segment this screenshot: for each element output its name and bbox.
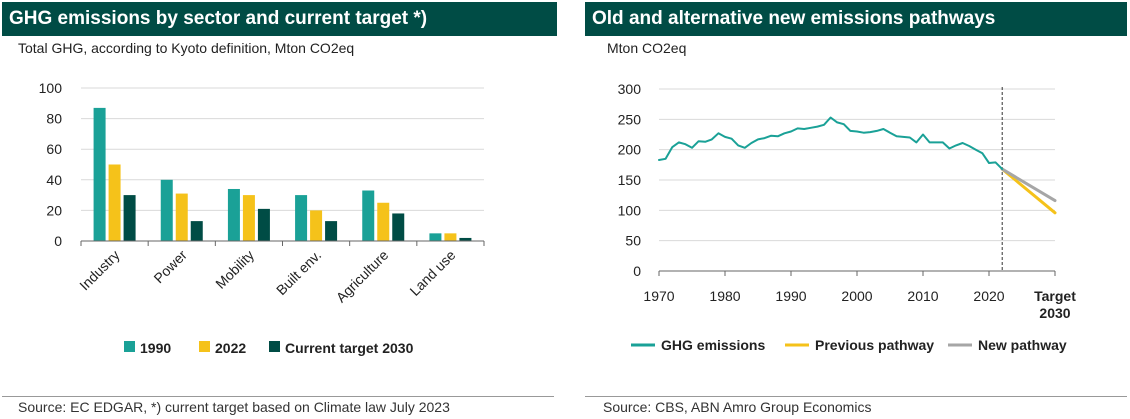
left-source-divider: [2, 396, 554, 397]
right-chart-title: Old and alternative new emissions pathwa…: [585, 2, 1127, 36]
bar-built-env-2022: [310, 210, 323, 241]
y-tick-label: 250: [618, 111, 642, 127]
x-tick-label-target: Target 2030: [1034, 288, 1076, 321]
bar-power-1990: [160, 179, 173, 241]
x-tick-label: 1980: [709, 288, 740, 304]
y-tick-label: 100: [618, 202, 642, 218]
y-tick-label: 300: [618, 81, 642, 97]
legend-label-2022: 2022: [215, 340, 246, 356]
x-category-label: Land use: [406, 247, 458, 299]
left-chart-panel: GHG emissions by sector and current targ…: [0, 0, 557, 419]
y-tick-label: 20: [46, 202, 62, 218]
bar-agriculture-current-target-2030: [392, 213, 405, 241]
bar-industry-current-target-2030: [123, 195, 136, 241]
bar-agriculture-1990: [362, 190, 375, 241]
legend-label-previous-pathway: Previous pathway: [815, 337, 934, 353]
y-tick-label: 200: [618, 142, 642, 158]
x-tick-label-target-line2: 2030: [1039, 305, 1070, 321]
bar-land-use-2022: [444, 233, 457, 241]
legend-swatch-current-target-2030: [269, 341, 280, 352]
left-chart-subtitle: Total GHG, according to Kyoto definition…: [18, 40, 355, 56]
right-source-divider: [585, 396, 1127, 397]
bar-built-env-current-target-2030: [325, 221, 338, 241]
bar-mobility-1990: [227, 188, 240, 241]
right-chart-subtitle: Mton CO2eq: [607, 40, 687, 56]
x-category-label: Power: [150, 247, 190, 287]
legend-swatch-1990: [124, 341, 135, 352]
x-tick-label: 1970: [643, 288, 674, 304]
y-tick-label: 0: [54, 233, 62, 249]
sector-bar-chart: 0 20 40 60 80 100 Industry Power Mobility Built e…: [39, 80, 485, 356]
series-line-ghg-emissions: [658, 116, 1004, 171]
y-tick-label: 50: [625, 233, 641, 249]
bar-power-2022: [175, 193, 188, 241]
bar-industry-1990: [93, 107, 106, 241]
legend-label-current-target-2030: Current target 2030: [285, 340, 414, 356]
y-tick-label: 150: [618, 172, 642, 188]
legend-swatch-2022: [199, 341, 210, 352]
left-source-note: Source: EC EDGAR, *) current target base…: [18, 399, 450, 415]
bar-industry-2022: [108, 164, 121, 241]
x-tick-label: 2000: [841, 288, 872, 304]
x-tick-label-target-line1: Target: [1034, 288, 1076, 304]
y-tick-label: 40: [46, 172, 62, 188]
x-category-label: Industry: [76, 247, 123, 294]
x-tick-label: 2020: [973, 288, 1004, 304]
y-tick-label: 60: [46, 141, 62, 157]
bar-built-env-1990: [295, 195, 308, 241]
x-tick-label: 1990: [775, 288, 806, 304]
bar-power-current-target-2030: [190, 221, 203, 241]
legend-label-1990: 1990: [140, 340, 171, 356]
y-tick-label: 80: [46, 111, 62, 127]
right-source-note: Source: CBS, ABN Amro Group Economics: [603, 399, 872, 415]
x-tick-label: 2010: [907, 288, 938, 304]
series-line-previous-pathway: [1000, 167, 1057, 215]
bar-land-use-1990: [429, 233, 442, 241]
x-category-label: Agriculture: [333, 247, 392, 306]
right-chart-panel: Old and alternative new emissions pathwa…: [585, 0, 1130, 419]
bar-mobility-current-target-2030: [257, 208, 270, 241]
series-line-new-pathway: [1000, 167, 1057, 203]
y-tick-label: 0: [633, 263, 641, 279]
y-tick-label: 100: [39, 80, 63, 96]
pathway-line-chart: 0 50 100 150 200 250 300 1970 1980 1990 2000 2010 20…: [618, 81, 1077, 353]
bar-agriculture-2022: [377, 202, 390, 241]
left-chart-title: GHG emissions by sector and current targ…: [2, 2, 557, 36]
legend-label-new-pathway: New pathway: [978, 337, 1067, 353]
x-category-label: Mobility: [212, 247, 257, 292]
x-category-label: Built env.: [273, 247, 324, 298]
legend-label-ghg-emissions: GHG emissions: [661, 337, 765, 353]
bar-mobility-2022: [242, 195, 255, 241]
bar-land-use-current-target-2030: [459, 237, 472, 241]
